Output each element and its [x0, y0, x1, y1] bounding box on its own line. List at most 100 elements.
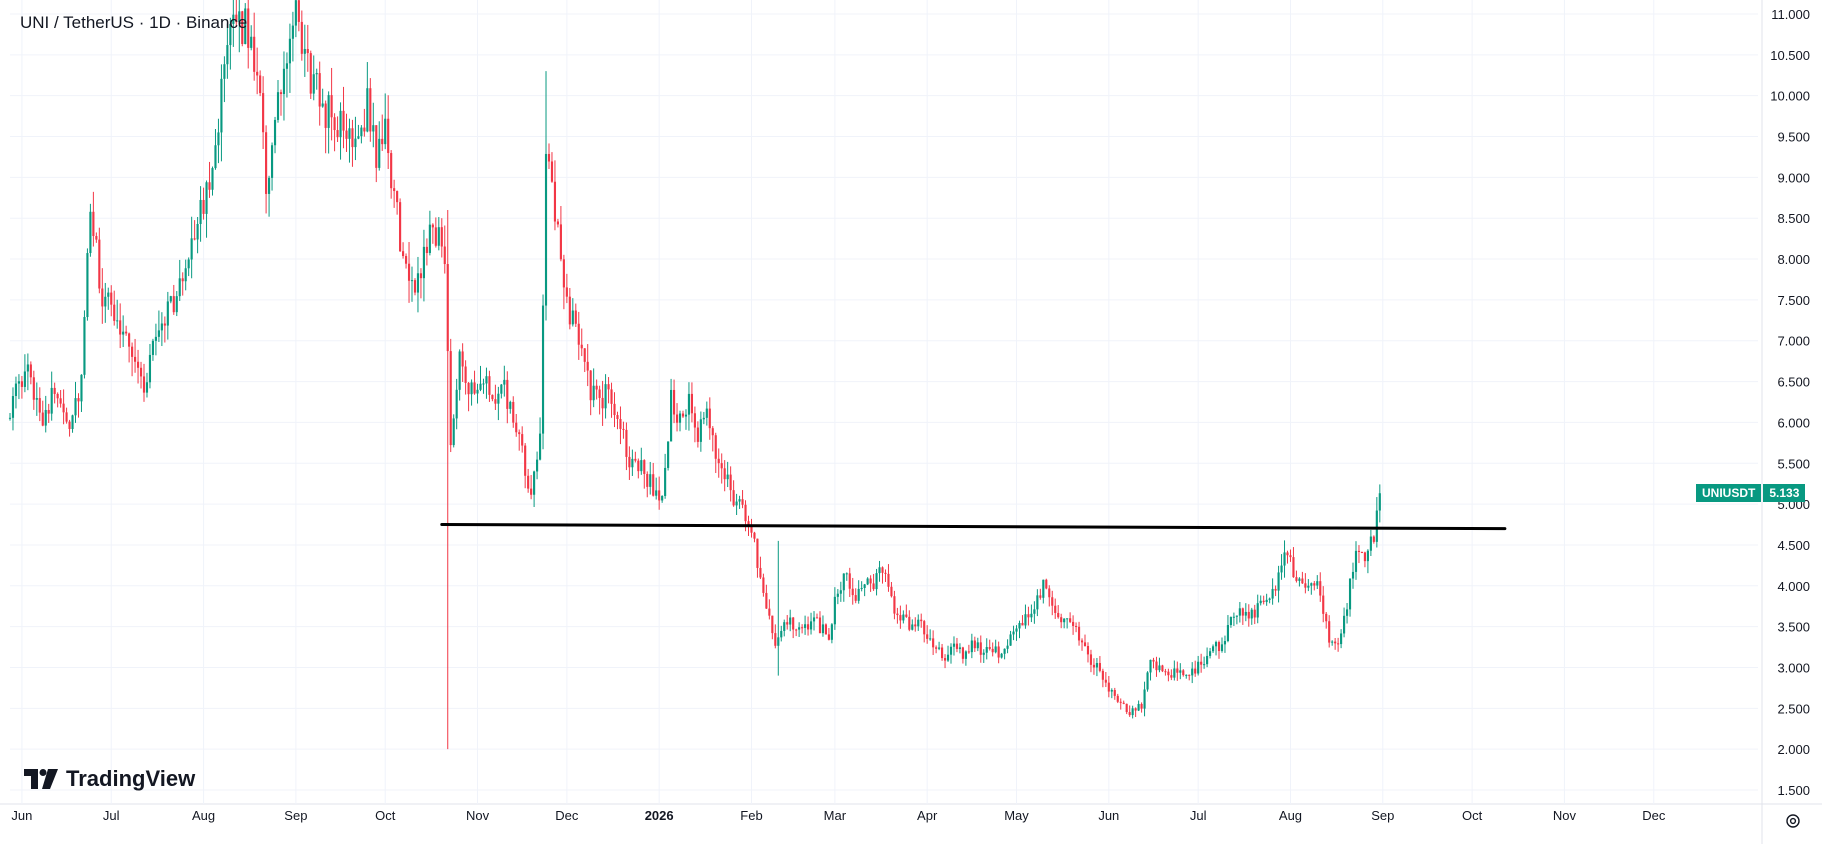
candle-body — [1220, 644, 1224, 652]
candle-body — [1369, 536, 1372, 551]
candle-up — [964, 650, 967, 666]
candle-body — [83, 317, 86, 375]
candle-body — [1161, 665, 1164, 672]
candle-body — [711, 428, 714, 436]
candle-body — [131, 346, 134, 357]
x-tick-label: Apr — [917, 808, 938, 823]
candle-body — [71, 415, 74, 429]
candle-body — [184, 268, 187, 282]
candle-body — [1256, 603, 1259, 618]
candle-body — [979, 642, 982, 655]
candle-down — [1182, 669, 1185, 677]
candle-up — [1018, 620, 1021, 639]
x-tick-label: Nov — [1553, 808, 1577, 823]
candle-down — [333, 113, 336, 152]
candle-down — [1301, 571, 1304, 584]
candle-body — [321, 103, 324, 107]
candle-up — [1250, 607, 1253, 625]
price-axis[interactable]: 11.000 10.500 10.000 9.500 9.000 8.500 8.000 7.… — [1770, 7, 1810, 798]
candle-up — [178, 259, 181, 301]
candle-up — [1348, 578, 1352, 617]
candle-body — [446, 264, 449, 352]
candle-up — [863, 583, 866, 597]
support-trendline[interactable] — [440, 523, 1507, 531]
candle-body — [1244, 611, 1247, 616]
candle-up — [860, 581, 863, 592]
candle-up — [949, 643, 953, 664]
candle-body — [1295, 577, 1298, 581]
candle-body — [890, 586, 893, 597]
candle-body — [625, 429, 628, 457]
time-axis[interactable]: Jun Jul Aug Sep Oct Nov Dec 2026 Feb Mar Apr May Jun… — [11, 808, 1665, 823]
candle-down — [163, 316, 166, 343]
candle-body — [1232, 616, 1235, 618]
candle-body — [818, 617, 822, 634]
candle-down — [1286, 550, 1289, 564]
candle-down — [133, 338, 137, 373]
candle-body — [631, 458, 634, 468]
candle-body — [940, 647, 944, 659]
candle-body — [622, 428, 625, 430]
candle-body — [422, 246, 425, 279]
candle-down — [181, 272, 184, 296]
candle-up — [1006, 639, 1009, 654]
candle-up — [536, 451, 539, 480]
y-tick-label: 11.000 — [1771, 7, 1810, 22]
candle-body — [768, 608, 771, 616]
candle-body — [253, 36, 256, 72]
candle-body — [142, 376, 146, 393]
candle-down — [1357, 545, 1361, 564]
candle-body — [946, 654, 950, 661]
candle-up — [1000, 652, 1003, 659]
x-tick-label: Dec — [555, 808, 579, 823]
candle-up — [23, 354, 26, 393]
candle-body — [994, 646, 997, 653]
candle-body — [1250, 609, 1253, 619]
candle-down — [1101, 668, 1104, 688]
candle-up — [783, 619, 786, 637]
candle-body — [756, 538, 759, 568]
candle-body — [830, 624, 833, 640]
candle-up — [148, 343, 152, 389]
candle-body — [1006, 645, 1009, 649]
candle-body — [991, 648, 994, 653]
candle-up — [485, 367, 488, 399]
settings-gear-icon[interactable] — [1784, 812, 1802, 830]
candle-body — [273, 119, 277, 146]
candle-down — [750, 518, 753, 538]
candle-body — [598, 389, 601, 398]
candle-down — [637, 458, 640, 479]
candle-down — [899, 605, 902, 629]
candle-body — [854, 595, 857, 601]
candle-body — [113, 304, 116, 321]
candle-up — [80, 374, 83, 412]
candle-down — [646, 471, 649, 498]
candle-down — [306, 24, 309, 72]
candle-down — [512, 396, 515, 428]
candle-up — [1214, 640, 1218, 656]
candle-down — [446, 210, 449, 750]
candle-down — [955, 637, 959, 653]
candle-body — [41, 412, 44, 426]
candle-down — [854, 588, 857, 604]
candle-body — [1158, 665, 1161, 671]
candle-up — [223, 56, 226, 103]
candle-down — [1080, 638, 1084, 651]
candle-body — [92, 211, 95, 237]
candle-up — [994, 639, 997, 654]
candle-down — [128, 332, 131, 363]
candle-down — [717, 448, 720, 478]
candle-up — [1185, 674, 1188, 679]
candle-body — [750, 526, 753, 533]
candle-down — [935, 645, 938, 654]
x-tick-label: Jun — [11, 808, 32, 823]
candle-down — [818, 611, 822, 634]
candle-down — [1045, 578, 1048, 590]
candle-up — [929, 629, 932, 641]
candle-down — [973, 636, 976, 653]
candle-down — [1155, 656, 1158, 677]
candle-body — [53, 387, 56, 394]
tradingview-logo[interactable]: TradingView — [24, 766, 195, 792]
x-tick-label: Jul — [103, 808, 120, 823]
